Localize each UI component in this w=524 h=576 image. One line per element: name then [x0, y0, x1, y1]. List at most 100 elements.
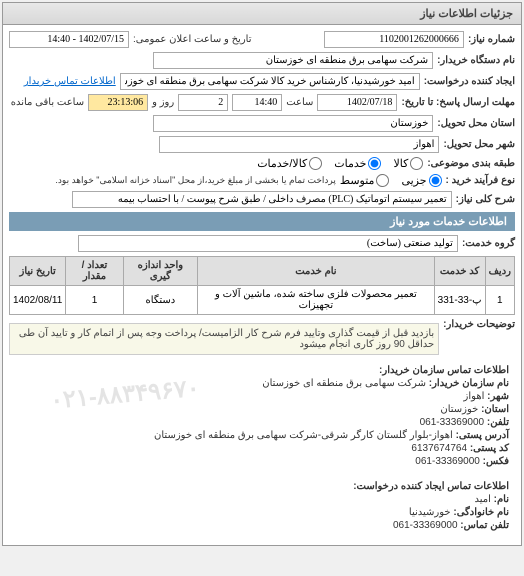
creator-fname-row: نام: امید: [15, 494, 509, 505]
th-qty: تعداد / مقدار: [66, 257, 123, 286]
purchase-radio-group: جزیی متوسط: [340, 174, 442, 187]
time-remain-label: ساعت باقی مانده: [11, 97, 84, 108]
radio-goods-services-item[interactable]: کالا/خدمات: [257, 157, 322, 170]
radio-goods-item[interactable]: کالا: [393, 157, 423, 170]
radio-medium-item[interactable]: متوسط: [340, 174, 390, 187]
creator-lname-row: نام خانوادگی: خورشیدنیا: [15, 507, 509, 518]
days-label: روز و: [152, 97, 174, 108]
radio-goods-services[interactable]: [309, 157, 322, 170]
radio-small[interactable]: [429, 174, 442, 187]
radio-small-label: جزیی: [401, 174, 426, 187]
table-header-row: ردیف کد خدمت نام خدمت واحد اندازه گیری ت…: [10, 257, 515, 286]
radio-services-label: خدمات: [334, 157, 366, 170]
td-qty: 1: [66, 286, 123, 315]
row-buyer-org: نام دستگاه خریدار:: [9, 52, 515, 69]
row-need-desc: شرح کلی نیاز:: [9, 191, 515, 208]
purchase-note: پرداخت تمام یا بخشی از مبلغ خرید،از محل …: [55, 175, 335, 186]
contact-fax-row: فکس: 33369000-061: [15, 456, 509, 467]
contact-section: اطلاعات تماس سازمان خریدار: نام سازمان خ…: [9, 359, 515, 475]
radio-small-item[interactable]: جزیی: [401, 174, 441, 187]
need-desc-input[interactable]: [72, 191, 452, 208]
radio-goods-services-label: کالا/خدمات: [257, 157, 307, 170]
contact-address-label: آدرس پستی:: [456, 430, 509, 441]
service-group-input[interactable]: [78, 235, 458, 252]
th-row: ردیف: [485, 257, 514, 286]
contact-phone-label: تلفن:: [487, 417, 509, 428]
row-province: استان محل تحویل:: [9, 115, 515, 132]
creator-phone-row: تلفن تماس: 33369000-061: [15, 520, 509, 531]
contact-phone-row: تلفن: 33369000-061: [15, 417, 509, 428]
contact-header: اطلاعات تماس سازمان خریدار:: [15, 365, 509, 376]
creator-input[interactable]: [120, 73, 420, 90]
td-row: 1: [485, 286, 514, 315]
subject-radio-group: کالا خدمات کالا/خدمات: [257, 157, 423, 170]
province-input[interactable]: [153, 115, 433, 132]
radio-goods-label: کالا: [393, 157, 408, 170]
radio-services-item[interactable]: خدمات: [334, 157, 381, 170]
contact-fax-label: فکس:: [483, 456, 509, 467]
deadline-time-input[interactable]: [232, 94, 282, 111]
row-buyer-notes: توضیحات خریدار: بازدید قبل از قیمت گذاری…: [9, 319, 515, 355]
buyer-org-label: نام دستگاه خریدار:: [437, 55, 515, 66]
row-deadline: مهلت ارسال پاسخ: تا تاریخ: ساعت روز و سا…: [9, 94, 515, 111]
creator-contact-section: اطلاعات تماس ایجاد کننده درخواست: نام: ا…: [9, 475, 515, 539]
request-no-input[interactable]: [324, 31, 464, 48]
creator-fname-value: امید: [474, 494, 490, 505]
creator-lname-label: نام خانوادگی:: [453, 507, 509, 518]
buyer-notes-box: بازدید قبل از قیمت گذاری وتایید فرم شرح …: [9, 323, 439, 355]
row-service-group: گروه خدمت:: [9, 235, 515, 252]
time-remain-input[interactable]: [88, 94, 148, 111]
radio-goods[interactable]: [410, 157, 423, 170]
td-date: 1402/08/11: [10, 286, 66, 315]
th-code: کد خدمت: [434, 257, 485, 286]
radio-services[interactable]: [368, 157, 381, 170]
contact-province-row: استان: خوزستان: [15, 404, 509, 415]
contact-phone-value: 33369000-061: [420, 417, 485, 428]
contact-postal-value: 6137674764: [411, 443, 467, 454]
main-panel: جزئیات اطلاعات نیاز شماره نیاز: تاریخ و …: [2, 2, 522, 546]
contact-fax-value: 33369000-061: [415, 456, 480, 467]
buyer-org-input[interactable]: [153, 52, 433, 69]
contact-province-label: استان:: [481, 404, 509, 415]
contact-postal-label: کد پستی:: [470, 443, 509, 454]
row-purchase-type: نوع فرآیند خرید : جزیی متوسط پرداخت تمام…: [9, 174, 515, 187]
creator-phone-value: 33369000-061: [393, 520, 458, 531]
city-input[interactable]: [159, 136, 439, 153]
td-name: تعمیر محصولات فلزی ساخته شده، ماشین آلات…: [198, 286, 435, 315]
days-remain-input[interactable]: [178, 94, 228, 111]
services-header: اطلاعات خدمات مورد نیاز: [9, 212, 515, 231]
datetime-label: تاریخ و ساعت اعلان عمومی:: [133, 34, 252, 45]
contact-province-value: خوزستان: [440, 404, 478, 415]
province-label: استان محل تحویل:: [437, 118, 515, 129]
buyer-contact-link[interactable]: اطلاعات تماس خریدار: [24, 76, 116, 87]
contact-city-value: اهواز: [464, 391, 485, 402]
time-label-1: ساعت: [286, 97, 313, 108]
contact-postal-row: کد پستی: 6137674764: [15, 443, 509, 454]
contact-address-value: اهواز-بلوار گلستان کارگر شرقی-شرکت سهامی…: [154, 430, 453, 441]
datetime-input[interactable]: [9, 31, 129, 48]
request-no-label: شماره نیاز:: [468, 34, 515, 45]
table-row: 1 پ-33-331 تعمیر محصولات فلزی ساخته شده،…: [10, 286, 515, 315]
row-request-no: شماره نیاز: تاریخ و ساعت اعلان عمومی:: [9, 31, 515, 48]
contact-address-row: آدرس پستی: اهواز-بلوار گلستان کارگر شرقی…: [15, 430, 509, 441]
creator-lname-value: خورشیدنیا: [409, 507, 451, 518]
creator-label: ایجاد کننده درخواست:: [424, 76, 515, 87]
contact-city-label: شهر:: [487, 391, 509, 402]
panel-body: شماره نیاز: تاریخ و ساعت اعلان عمومی: نا…: [3, 25, 521, 545]
creator-phone-label: تلفن تماس:: [460, 520, 509, 531]
deadline-date-input[interactable]: [317, 94, 397, 111]
radio-medium[interactable]: [376, 174, 389, 187]
services-table: ردیف کد خدمت نام خدمت واحد اندازه گیری ت…: [9, 256, 515, 315]
service-group-label: گروه خدمت:: [462, 238, 515, 249]
contact-org-value: شرکت سهامی برق منطقه ای خوزستان: [262, 378, 426, 389]
buyer-notes-label: توضیحات خریدار:: [443, 319, 515, 330]
contact-org-label: نام سازمان خریدار:: [429, 378, 509, 389]
th-unit: واحد اندازه گیری: [123, 257, 197, 286]
creator-contact-header: اطلاعات تماس ایجاد کننده درخواست:: [15, 481, 509, 492]
row-creator: ایجاد کننده درخواست: اطلاعات تماس خریدار: [9, 73, 515, 90]
radio-medium-label: متوسط: [340, 174, 375, 187]
td-code: پ-33-331: [434, 286, 485, 315]
td-unit: دستگاه: [123, 286, 197, 315]
contact-city-row: شهر: اهواز: [15, 391, 509, 402]
th-name: نام خدمت: [198, 257, 435, 286]
